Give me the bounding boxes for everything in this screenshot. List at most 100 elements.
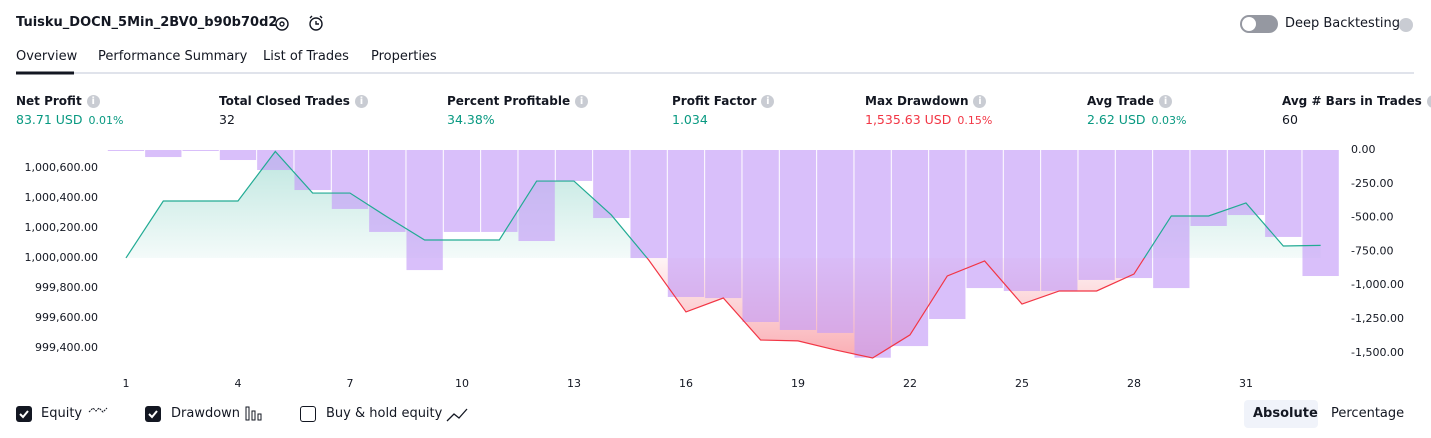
drawdown-bar (294, 150, 331, 191)
legend-drawdown: Drawdown (171, 406, 241, 421)
equity-checkbox[interactable] (16, 406, 32, 422)
equity-icon (88, 407, 108, 413)
legend-equity: Equity (41, 406, 83, 421)
drawdown-bar (929, 150, 966, 320)
y2-tick-label: -250.00 (1351, 177, 1393, 190)
tab[interactable]: List of Trades (263, 49, 349, 64)
metric-value-text: 2.62 USD (1087, 112, 1146, 127)
metric-value: 32 (219, 112, 235, 127)
drawdown-bar (891, 150, 929, 347)
metric-value: 1.034 (672, 112, 708, 127)
x-tick-label: 1 (122, 377, 129, 390)
metric-value-text: 83.71 USD (16, 112, 83, 127)
strategy-title: Tuisku_DOCN_5Min_2BV0_b90b70d2 (16, 15, 278, 30)
drawdown-bar (667, 150, 705, 297)
metric-value-text: 1.034 (672, 112, 708, 127)
info-icon[interactable]: i (1159, 95, 1173, 108)
drawdown-bar (1078, 150, 1115, 280)
drawdown-bar (1041, 150, 1078, 292)
y-tick-label: 1,000,200.00 (25, 221, 98, 234)
metric-value-text: 1,535.63 USD (865, 112, 952, 127)
metric-value-text: 60 (1282, 112, 1298, 127)
y2-tick-label: -1,000.00 (1351, 278, 1404, 291)
metric-value: 2.62 USD 0.03% (1087, 112, 1186, 127)
metric-label: Net Profit i (16, 94, 100, 108)
drawdown-bar (779, 150, 817, 330)
info-icon[interactable]: i (1426, 95, 1431, 108)
drawdown-bar (854, 150, 891, 358)
drawdown-icon (245, 406, 262, 421)
drawdown-bar (630, 150, 667, 259)
x-tick-label: 31 (1239, 377, 1253, 390)
drawdown-bar (705, 150, 742, 299)
metric-label: Percent Profitable i (447, 94, 589, 108)
y2-tick-label: -750.00 (1351, 244, 1393, 257)
metric-label: Profit Factor i (672, 94, 775, 108)
tab[interactable]: Performance Summary (98, 49, 248, 64)
metric-percent: 0.03% (1151, 114, 1187, 127)
drawdown-bar (219, 150, 257, 161)
x-tick-label: 25 (1015, 377, 1029, 390)
metric-value: 83.71 USD 0.01% (16, 112, 123, 127)
drawdown-bar (331, 150, 369, 209)
metric-value-text: 34.38% (447, 112, 495, 127)
x-tick-label: 4 (234, 377, 241, 390)
drawdown-bar (1265, 150, 1302, 237)
y-tick-label: 999,400.00 (35, 341, 98, 354)
info-icon[interactable]: i (761, 95, 775, 108)
drawdown-bar (1115, 150, 1153, 279)
drawdown-bar (107, 150, 145, 151)
toggle-knob (1242, 17, 1256, 31)
drawdown-bar (1190, 150, 1227, 226)
y-tick-label: 999,600.00 (35, 311, 98, 324)
drawdown-bar (369, 150, 406, 232)
drawdown-bar (481, 150, 518, 232)
deep-backtesting-label: Deep Backtesting (1285, 16, 1401, 31)
buy-hold-icon (446, 408, 468, 422)
metric-percent: 0.01% (88, 114, 124, 127)
y2-tick-label: -1,500.00 (1351, 346, 1404, 359)
alert-icon (309, 15, 323, 31)
drawdown-bar (145, 150, 182, 158)
y2-tick-label: -500.00 (1351, 211, 1393, 224)
drawdown-bar (1227, 150, 1265, 216)
tab[interactable]: Properties (371, 49, 437, 64)
drawdown-bar (443, 150, 481, 232)
metric-value: 1,535.63 USD 0.15% (865, 112, 992, 127)
mode-button[interactable]: Absolute (1253, 406, 1318, 421)
y-tick-label: 1,000,600.00 (25, 161, 98, 174)
drawdown-bar (817, 150, 854, 333)
metric-value: 60 (1282, 112, 1298, 127)
drawdown-bar (1153, 150, 1190, 289)
info-icon[interactable]: i (354, 95, 368, 108)
x-tick-label: 16 (679, 377, 693, 390)
mode-button[interactable]: Percentage (1331, 406, 1405, 421)
y-tick-label: 999,800.00 (35, 281, 98, 294)
x-tick-label: 10 (455, 377, 469, 390)
drawdown-bar (406, 150, 443, 271)
buy-hold-checkbox[interactable] (300, 406, 316, 422)
x-tick-label: 7 (346, 377, 353, 390)
settings-icon (275, 17, 289, 31)
tab[interactable]: Overview (16, 49, 78, 64)
info-icon[interactable]: i (575, 95, 589, 108)
metric-label: Avg Trade i (1087, 94, 1173, 108)
drawdown-checkbox[interactable] (145, 406, 161, 422)
drawdown-bar (1302, 150, 1339, 277)
metric-label: Total Closed Trades i (219, 94, 368, 108)
x-tick-label: 28 (1127, 377, 1141, 390)
help-icon[interactable] (1399, 18, 1413, 32)
info-icon[interactable]: i (86, 95, 100, 108)
x-tick-label: 22 (903, 377, 917, 390)
drawdown-bar (555, 150, 593, 181)
drawdown-bar (1003, 150, 1041, 292)
y2-tick-label: -1,250.00 (1351, 312, 1404, 325)
info-icon[interactable]: i (973, 95, 987, 108)
drawdown-bar (593, 150, 630, 219)
drawdown-bar (182, 150, 219, 151)
deep-backtesting-toggle[interactable] (1240, 15, 1278, 33)
drawdown-bar (742, 150, 779, 322)
